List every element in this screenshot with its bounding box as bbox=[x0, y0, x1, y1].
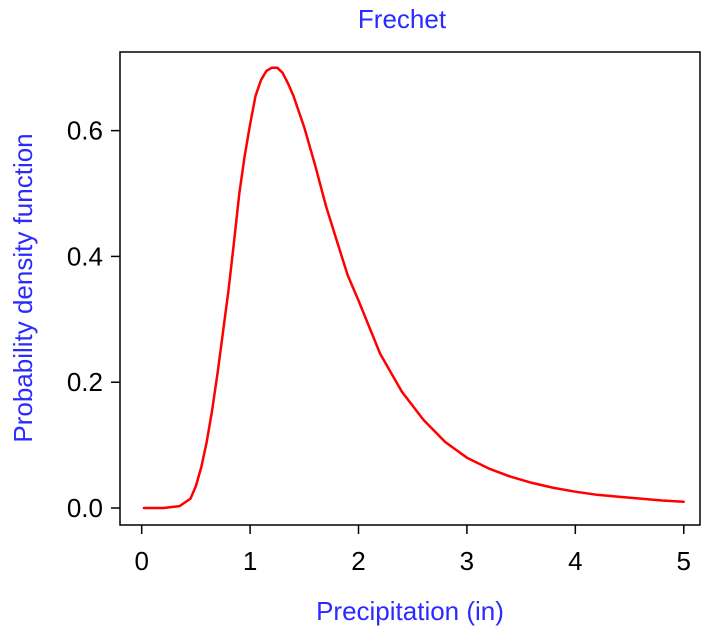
y-tick-label: 0.2 bbox=[67, 367, 103, 397]
x-tick-label: 1 bbox=[243, 546, 257, 576]
plot-frame bbox=[119, 51, 701, 526]
x-axis-title: Precipitation (in) bbox=[316, 596, 504, 626]
x-tick-label: 2 bbox=[351, 546, 365, 576]
x-tick-label: 3 bbox=[460, 546, 474, 576]
x-tick-label: 4 bbox=[568, 546, 582, 576]
x-tick-label: 5 bbox=[677, 546, 691, 576]
y-tick-label: 0.0 bbox=[67, 493, 103, 523]
y-axis-ticks: 0.0 0.2 0.4 0.6 bbox=[67, 116, 120, 523]
y-tick-label: 0.6 bbox=[67, 116, 103, 146]
y-tick-label: 0.4 bbox=[67, 241, 103, 271]
chart-title: Frechet bbox=[358, 4, 447, 34]
y-axis-title: Probability density function bbox=[8, 133, 38, 442]
series-line bbox=[142, 66, 685, 510]
x-axis-ticks: 0 1 2 3 4 5 bbox=[134, 525, 691, 576]
x-tick-label: 0 bbox=[134, 546, 148, 576]
